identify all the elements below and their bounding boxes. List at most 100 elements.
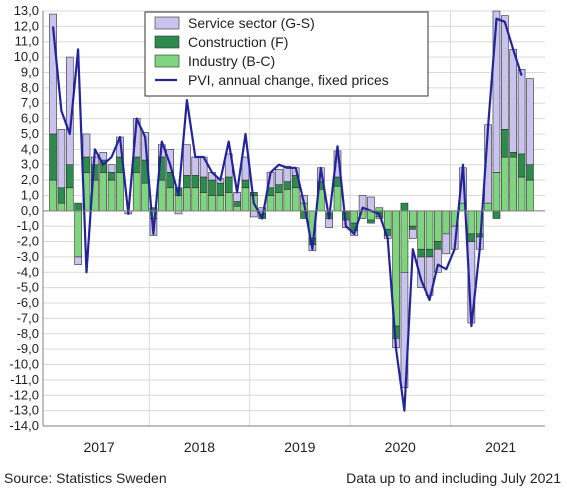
bar-industry (233, 205, 241, 212)
bar-construction (49, 133, 57, 181)
bar-service (509, 49, 518, 153)
bar-industry (174, 195, 183, 212)
bar-industry (484, 202, 492, 212)
bar-industry (74, 210, 82, 258)
bar-industry (350, 210, 359, 224)
bar-industry (191, 187, 200, 212)
bar-industry (208, 195, 216, 212)
legend-label: Industry (B-C) (188, 53, 275, 69)
bar-service (57, 129, 66, 189)
y-tick-label: 12,0 (14, 18, 39, 33)
legend-swatch-industry (154, 54, 180, 68)
x-axis-ticks: 2017 2018 2019 2020 2021 (83, 439, 516, 455)
y-tick-label: -10,0 (9, 357, 39, 372)
pvi-series-line (51, 17, 523, 412)
y-tick-label: 1,0 (21, 187, 39, 202)
y-tick-label: 7,0 (21, 95, 39, 110)
bar-industry (107, 179, 116, 212)
bar-service (442, 233, 451, 255)
bar-service (325, 218, 333, 229)
y-tick-label: -2,0 (17, 234, 39, 249)
bar-service (166, 149, 174, 173)
legend-label: Service sector (G-S) (188, 15, 315, 31)
bar-construction (74, 202, 82, 212)
bar-service (409, 228, 417, 239)
bar-industry (199, 192, 208, 212)
y-tick-label: 6,0 (21, 111, 39, 126)
y-tick-label: -8,0 (17, 326, 39, 341)
bar-industry (49, 179, 57, 212)
x-tick-label: 2017 (83, 439, 114, 455)
bar-construction (224, 176, 233, 193)
y-tick-label: -7,0 (17, 310, 39, 325)
bar-industry (275, 192, 283, 212)
y-tick-label: 0,0 (21, 203, 39, 218)
bar-industry (141, 182, 149, 212)
pvi-line (51, 17, 523, 412)
bar-service (65, 56, 74, 166)
bar-service (191, 156, 200, 176)
bar-industry (216, 195, 225, 212)
bar-construction (183, 175, 191, 189)
bar-industry (400, 210, 409, 273)
y-tick-label: -13,0 (9, 403, 39, 418)
bar-industry (517, 176, 526, 212)
bar-industry (467, 210, 476, 235)
bar-construction (425, 248, 434, 258)
bar-industry (434, 210, 442, 242)
bar-construction (517, 153, 526, 178)
bar-construction (367, 219, 375, 224)
bar-industry (224, 192, 233, 212)
bar-service (275, 169, 283, 185)
bar-industry (425, 210, 434, 250)
x-tick-label: 2019 (284, 439, 315, 455)
bar-industry (65, 187, 74, 212)
bar-service (49, 13, 57, 135)
bar-industry (241, 187, 250, 212)
bar-industry (283, 188, 292, 212)
bar-construction (509, 152, 518, 158)
y-tick-label: -14,0 (9, 418, 39, 433)
y-tick-label: -5,0 (17, 280, 39, 295)
x-tick-label: 2020 (385, 439, 416, 455)
y-tick-label: -4,0 (17, 264, 39, 279)
bar-industry (116, 172, 124, 212)
bar-construction (275, 184, 283, 193)
bar-industry (501, 156, 509, 212)
bar-construction (233, 201, 241, 207)
bar-industry (417, 210, 425, 250)
bar-industry (509, 156, 518, 212)
legend-label: PVI, annual change, fixed prices (188, 72, 389, 88)
y-tick-label: 2,0 (21, 172, 39, 187)
bar-service (250, 210, 258, 218)
bar-construction (216, 182, 225, 196)
bar-construction (501, 129, 509, 158)
legend-swatch-service (154, 16, 180, 30)
bar-construction (65, 164, 74, 189)
bar-construction (199, 176, 208, 193)
y-tick-label: -11,0 (10, 372, 39, 387)
bar-industry (132, 172, 141, 212)
bar-industry (291, 187, 300, 212)
bar-construction (283, 181, 292, 190)
bar-service (417, 256, 425, 288)
bar-service (492, 10, 501, 173)
bar-industry (442, 210, 451, 235)
bar-industry (166, 187, 174, 212)
bar-construction (400, 202, 409, 212)
x-tick-label: 2021 (485, 439, 516, 455)
bar-industry (266, 195, 275, 212)
bar-construction (107, 172, 116, 181)
bar-service (434, 248, 442, 273)
bar-construction (82, 156, 91, 173)
bar-construction (409, 225, 417, 230)
y-tick-label: -12,0 (9, 387, 39, 402)
y-tick-label: 4,0 (21, 141, 39, 156)
legend-label: Construction (F) (188, 34, 288, 50)
bar-industry (409, 210, 417, 227)
bar-industry (99, 172, 108, 212)
y-tick-label: -9,0 (17, 341, 39, 356)
x-tick-label: 2018 (184, 439, 215, 455)
bar-industry (57, 202, 66, 212)
